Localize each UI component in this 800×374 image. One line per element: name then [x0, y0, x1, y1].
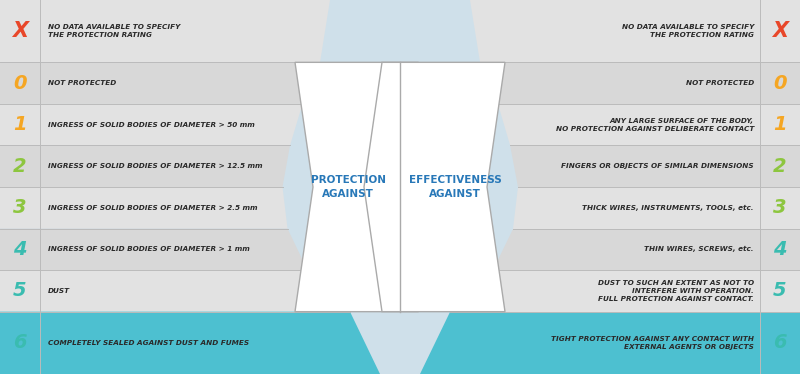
Text: FINGERS OR OBJECTS OF SIMILAR DIMENSIONS: FINGERS OR OBJECTS OF SIMILAR DIMENSIONS — [562, 163, 754, 169]
Text: 6: 6 — [773, 333, 787, 352]
Polygon shape — [0, 312, 380, 374]
Text: THICK WIRES, INSTRUMENTS, TOOLS, etc.: THICK WIRES, INSTRUMENTS, TOOLS, etc. — [582, 205, 754, 211]
Polygon shape — [493, 229, 800, 270]
Text: X: X — [12, 21, 28, 41]
Text: NO DATA AVAILABLE TO SPECIFY
THE PROTECTION RATING: NO DATA AVAILABLE TO SPECIFY THE PROTECT… — [48, 24, 180, 38]
Polygon shape — [498, 104, 800, 145]
Text: INGRESS OF SOLID BODIES OF DIAMETER > 12.5 mm: INGRESS OF SOLID BODIES OF DIAMETER > 12… — [48, 163, 262, 169]
Text: 3: 3 — [773, 198, 787, 217]
Polygon shape — [0, 229, 307, 270]
Text: NOT PROTECTED: NOT PROTECTED — [686, 80, 754, 86]
Text: 1: 1 — [773, 115, 787, 134]
Text: INGRESS OF SOLID BODIES OF DIAMETER > 1 mm: INGRESS OF SOLID BODIES OF DIAMETER > 1 … — [48, 246, 250, 252]
Text: 0: 0 — [13, 74, 27, 93]
Polygon shape — [513, 187, 800, 229]
Text: DUST TO SUCH AN EXTENT AS NOT TO
INTERFERE WITH OPERATION.
FULL PROTECTION AGAIN: DUST TO SUCH AN EXTENT AS NOT TO INTERFE… — [598, 280, 754, 302]
Text: COMPLETELY SEALED AGAINST DUST AND FUMES: COMPLETELY SEALED AGAINST DUST AND FUMES — [48, 340, 249, 346]
Polygon shape — [295, 62, 436, 312]
Polygon shape — [420, 312, 800, 374]
Polygon shape — [0, 0, 330, 62]
Text: 4: 4 — [773, 240, 787, 259]
Text: 2: 2 — [773, 157, 787, 176]
Text: NO DATA AVAILABLE TO SPECIFY
THE PROTECTION RATING: NO DATA AVAILABLE TO SPECIFY THE PROTECT… — [622, 24, 754, 38]
Text: 6: 6 — [13, 333, 27, 352]
Text: 4: 4 — [13, 240, 27, 259]
Polygon shape — [510, 145, 800, 187]
Text: 2: 2 — [13, 157, 27, 176]
Polygon shape — [0, 270, 350, 312]
Polygon shape — [0, 104, 302, 145]
Text: X: X — [772, 21, 788, 41]
Polygon shape — [0, 62, 320, 104]
Text: NOT PROTECTED: NOT PROTECTED — [48, 80, 116, 86]
Polygon shape — [450, 270, 800, 312]
Text: EFFECTIVENESS
AGAINST: EFFECTIVENESS AGAINST — [409, 175, 502, 199]
Text: THIN WIRES, SCREWS, etc.: THIN WIRES, SCREWS, etc. — [645, 246, 754, 252]
Text: INGRESS OF SOLID BODIES OF DIAMETER > 50 mm: INGRESS OF SOLID BODIES OF DIAMETER > 50… — [48, 122, 254, 128]
Polygon shape — [480, 62, 800, 104]
Text: TIGHT PROTECTION AGAINST ANY CONTACT WITH
EXTERNAL AGENTS OR OBJECTS: TIGHT PROTECTION AGAINST ANY CONTACT WIT… — [551, 336, 754, 350]
Polygon shape — [470, 0, 800, 62]
Text: ANY LARGE SURFACE OF THE BODY,
NO PROTECTION AGAINST DELIBERATE CONTACT: ANY LARGE SURFACE OF THE BODY, NO PROTEC… — [556, 118, 754, 132]
Text: 1: 1 — [13, 115, 27, 134]
Polygon shape — [0, 145, 290, 187]
Text: PROTECTION
AGAINST: PROTECTION AGAINST — [310, 175, 386, 199]
Text: 3: 3 — [13, 198, 27, 217]
Text: 5: 5 — [13, 281, 27, 300]
Text: 0: 0 — [773, 74, 787, 93]
Text: INGRESS OF SOLID BODIES OF DIAMETER > 2.5 mm: INGRESS OF SOLID BODIES OF DIAMETER > 2.… — [48, 205, 258, 211]
Text: DUST: DUST — [48, 288, 70, 294]
Text: 5: 5 — [773, 281, 787, 300]
Polygon shape — [0, 187, 287, 229]
Polygon shape — [364, 62, 505, 312]
